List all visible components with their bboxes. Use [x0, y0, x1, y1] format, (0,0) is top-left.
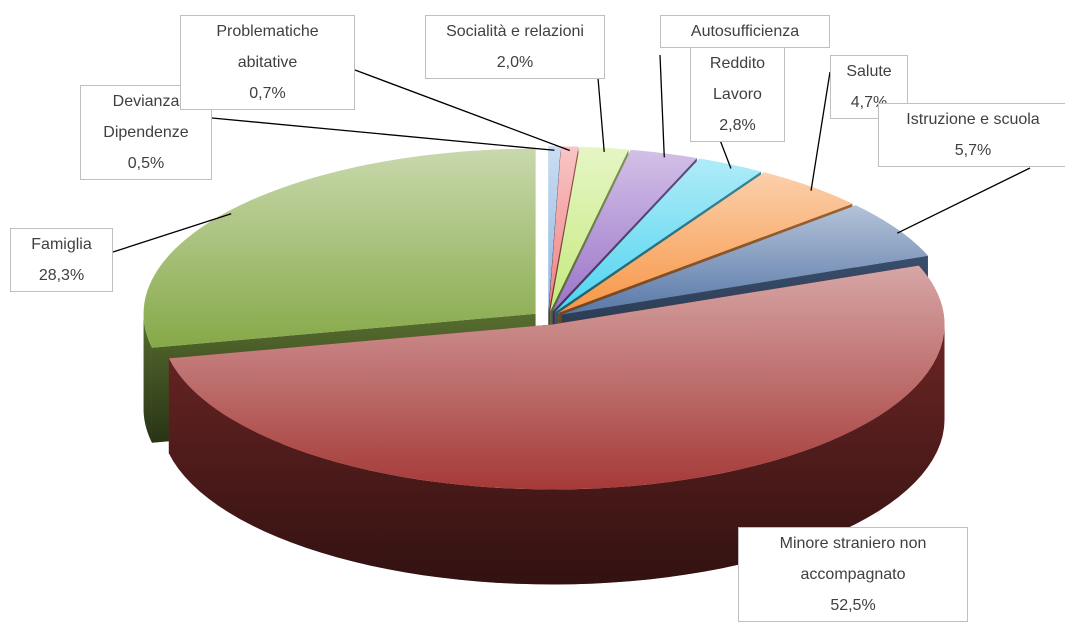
slice-shine — [143, 148, 536, 348]
label-value: 5,7% — [954, 142, 992, 159]
slice-wall-shade — [168, 324, 945, 585]
slice-shine — [555, 158, 762, 312]
leader-line — [597, 77, 605, 152]
label-name: Istruzione e scuola — [906, 111, 1040, 128]
leader-line — [211, 117, 555, 151]
label-name: Problematiche abitative — [216, 23, 319, 71]
label-name: Minore straniero non accompagnato — [779, 535, 927, 583]
data-label: Famiglia 28,3% — [10, 228, 113, 292]
label-name: Devianza Dipendenze — [103, 93, 189, 141]
data-label: Istruzione e scuola 5,7% — [878, 103, 1065, 167]
label-name: Salute — [846, 63, 892, 80]
label-value: 2,0% — [496, 54, 534, 71]
leader-line — [719, 139, 732, 169]
slice-shine — [561, 205, 928, 315]
slice-wall-shade — [143, 313, 152, 443]
slice-shine — [548, 146, 579, 312]
data-label: Socialità e relazioni 2,0% — [425, 15, 605, 79]
label-name: Famiglia — [31, 236, 92, 253]
data-label: Minore straniero non accompagnato 52,5% — [738, 527, 968, 622]
leader-line — [112, 213, 232, 253]
label-value: 0,7% — [249, 85, 286, 102]
leader-line — [810, 71, 831, 191]
slice-shine — [550, 146, 629, 312]
leader-line — [896, 167, 1031, 234]
slice-shine — [548, 146, 561, 312]
slice-shine — [558, 172, 853, 313]
label-value: 52,5% — [830, 597, 876, 614]
leader-line — [354, 69, 571, 152]
label-value: 2,8% — [719, 117, 756, 134]
label-value: 28,3% — [38, 267, 85, 284]
leader-line — [659, 54, 665, 158]
label-name: Reddito Lavoro — [709, 55, 766, 103]
data-label: Problematiche abitative 0,7% — [180, 15, 355, 110]
label-name: Autosufficienza — [690, 23, 800, 40]
label-name: Socialità e relazioni — [446, 23, 584, 40]
data-label: Autosufficienza — [660, 15, 830, 48]
data-label: Reddito Lavoro 2,8% — [690, 47, 785, 142]
slice-shine — [168, 265, 945, 490]
slice-shine — [552, 149, 697, 312]
label-value: 0,5% — [127, 155, 165, 172]
